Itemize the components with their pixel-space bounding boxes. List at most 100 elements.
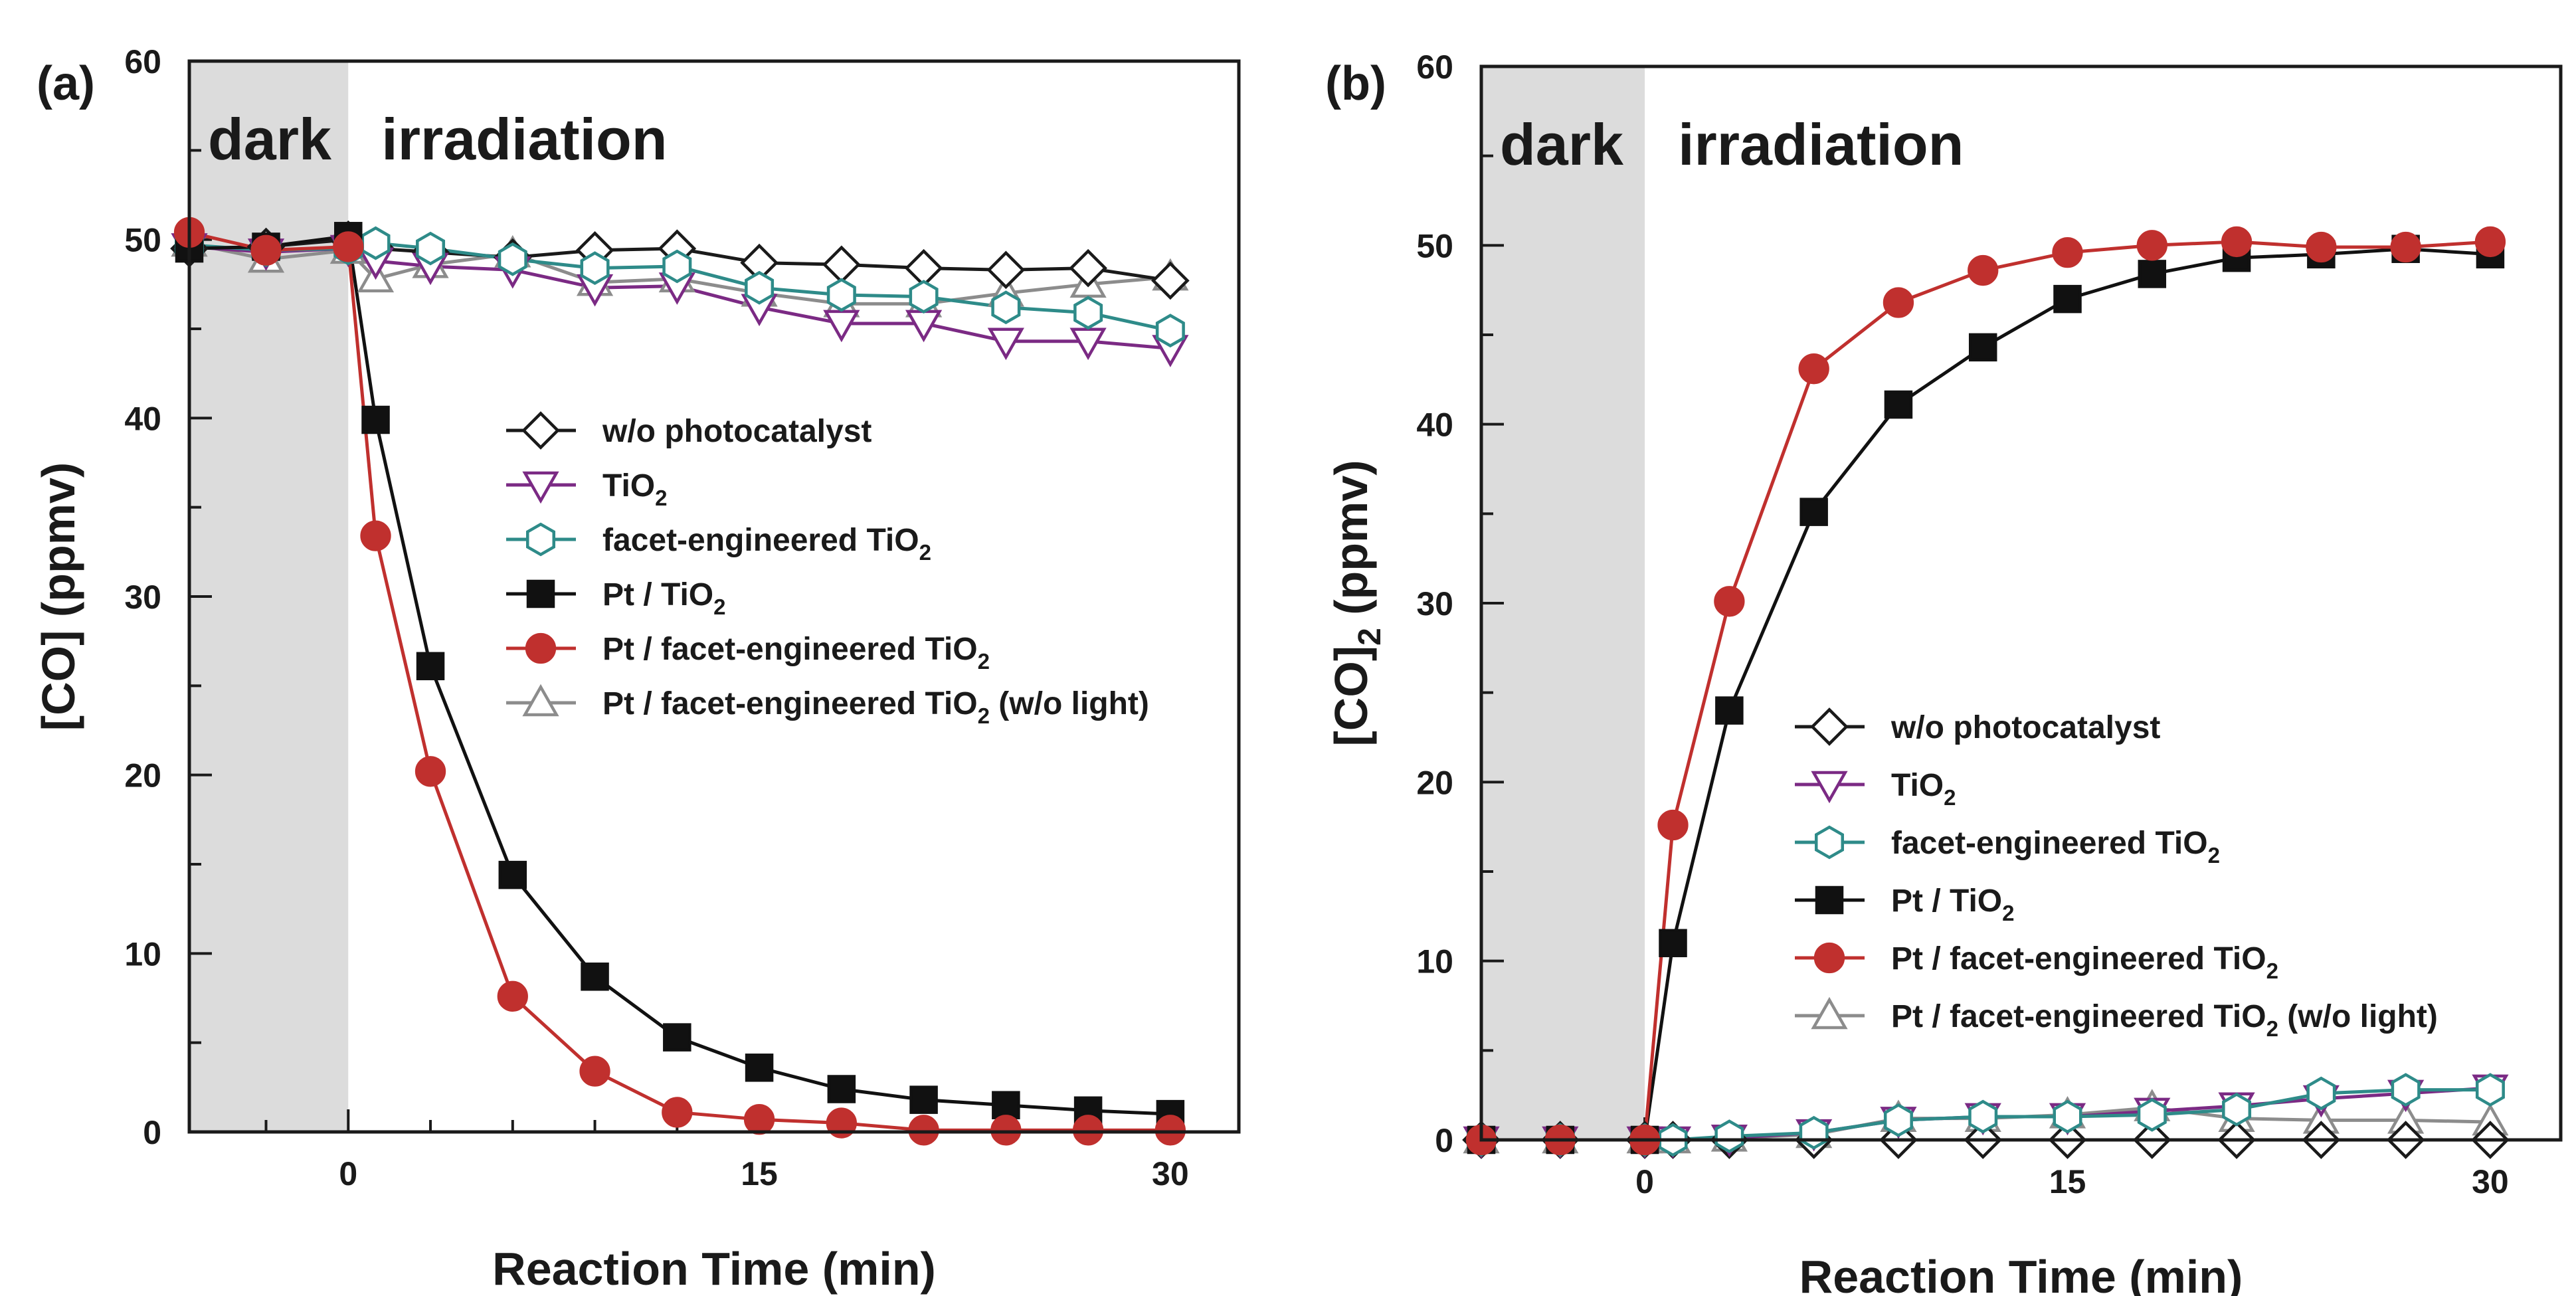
data-point	[745, 1054, 774, 1082]
data-point	[826, 1107, 857, 1139]
legend-entry: facet-engineered TiO2	[1795, 825, 2220, 868]
legend-label: Pt / facet-engineered TiO2	[1891, 941, 2278, 983]
legend-label-sub: 2	[2002, 901, 2014, 925]
data-point	[1799, 498, 1828, 526]
data-point	[498, 242, 527, 276]
irradiation-label: irradiation	[1678, 112, 1964, 177]
data-point	[991, 290, 1021, 325]
legend-entry: Pt / facet-engineered TiO2	[506, 632, 990, 674]
y-tick-label: 30	[124, 579, 161, 616]
legend-label-main: TiO	[1891, 768, 1944, 803]
legend-label: TiO2	[1891, 768, 1956, 810]
y-tick-label: 20	[124, 757, 161, 794]
y-axis-title: [CO] (ppmv)	[33, 462, 84, 731]
x-tick-label: 15	[2049, 1163, 2086, 1200]
data-point	[1968, 333, 1997, 362]
legend-marker	[1810, 707, 1849, 746]
data-point	[2137, 1097, 2167, 1132]
legend-marker	[1811, 771, 1848, 804]
legend-entry: TiO2	[1795, 768, 1956, 810]
legend-label-sub: 2	[1944, 785, 1956, 810]
legend-label-main: Pt / TiO	[602, 577, 713, 612]
legend-label-main: Pt / facet-engineered TiO	[1891, 999, 2266, 1034]
data-point	[1715, 696, 1744, 725]
data-point	[361, 226, 391, 260]
data-point	[826, 278, 856, 312]
legend-label-sub: 2	[713, 595, 725, 619]
x-tick-label: 0	[339, 1155, 357, 1192]
x-tick-label: 15	[741, 1155, 778, 1192]
data-point	[416, 652, 445, 681]
data-point	[1883, 287, 1914, 318]
data-point	[579, 1056, 610, 1087]
x-tick-label: 30	[1152, 1155, 1189, 1192]
legend-label: w/o photocatalyst	[1890, 710, 2160, 745]
data-point	[1154, 1115, 1186, 1146]
data-point	[2221, 226, 2253, 258]
legend-label-main: w/o photocatalyst	[602, 414, 872, 449]
data-point	[581, 963, 609, 991]
legend-label: w/o photocatalyst	[602, 414, 872, 449]
data-point	[663, 1023, 691, 1052]
data-point	[498, 860, 527, 889]
legend-marker	[1813, 942, 1845, 974]
data-point	[987, 327, 1024, 361]
panel-label: (a)	[37, 57, 95, 110]
dark-region-shade	[189, 61, 349, 1132]
legend-label-tail: (w/o light)	[2278, 999, 2438, 1034]
legend-label: facet-engineered TiO2	[1891, 826, 2220, 868]
x-axis-title: Reaction Time (min)	[492, 1243, 936, 1295]
data-point	[360, 520, 391, 551]
y-tick-label: 50	[1416, 227, 1453, 264]
legend-label-sub: 2	[978, 703, 990, 728]
legend-label-main: TiO	[602, 468, 655, 504]
data-point	[2390, 231, 2421, 263]
legend-label-sub: 2	[2266, 1016, 2278, 1041]
data-point	[1883, 1103, 1913, 1137]
y-tick-label: 30	[1416, 585, 1453, 622]
legend-label-main: Pt / facet-engineered TiO	[1891, 941, 2266, 976]
data-point	[1884, 390, 1913, 419]
data-point	[662, 1097, 693, 1128]
legend-marker	[522, 471, 559, 504]
data-point	[1968, 254, 1999, 286]
data-point	[990, 1115, 1022, 1146]
data-point	[1151, 261, 1190, 300]
legend-label: Pt / facet-engineered TiO2 (w/o light)	[1891, 999, 2438, 1041]
data-point	[2391, 1073, 2421, 1107]
data-point	[1968, 1099, 1998, 1134]
data-point	[333, 231, 364, 262]
legend-entry: TiO2	[506, 468, 667, 510]
legend-label: Pt / TiO2	[602, 577, 726, 619]
data-point	[414, 756, 446, 787]
legend-label-main: Pt / facet-engineered TiO	[602, 686, 978, 721]
y-axis-title-main: [CO]	[1325, 646, 1377, 747]
data-point	[2475, 1073, 2505, 1107]
legend-label-sub: 2	[919, 540, 931, 565]
data-point	[416, 231, 446, 266]
y-axis-title: [CO]2 (ppmv)	[1325, 460, 1388, 746]
data-point	[250, 234, 282, 266]
y-axis-title-sub: 2	[1352, 628, 1388, 646]
y-tick-label: 50	[124, 222, 161, 259]
y-tick-label: 0	[1435, 1122, 1453, 1159]
data-point	[827, 1075, 856, 1103]
legend-label: TiO2	[602, 468, 667, 510]
data-point	[745, 270, 775, 305]
data-point	[1798, 353, 1829, 385]
data-point	[2306, 231, 2337, 263]
y-axis-title-tail: (ppmv)	[1325, 460, 1377, 628]
data-point	[1714, 1119, 1744, 1154]
legend-entry: Pt / TiO2	[1795, 883, 2015, 925]
y-tick-label: 40	[1416, 407, 1453, 444]
legend-label-main: Pt / TiO	[1891, 883, 2002, 919]
data-point	[986, 250, 1026, 290]
data-point	[2306, 1076, 2336, 1111]
data-point	[1659, 929, 1687, 957]
data-point	[2053, 1099, 2082, 1134]
x-tick-label: 30	[2472, 1163, 2509, 1200]
y-tick-label: 0	[143, 1114, 161, 1151]
legend-label: Pt / TiO2	[1891, 883, 2015, 925]
legend-marker	[525, 632, 557, 664]
data-point	[662, 249, 692, 284]
